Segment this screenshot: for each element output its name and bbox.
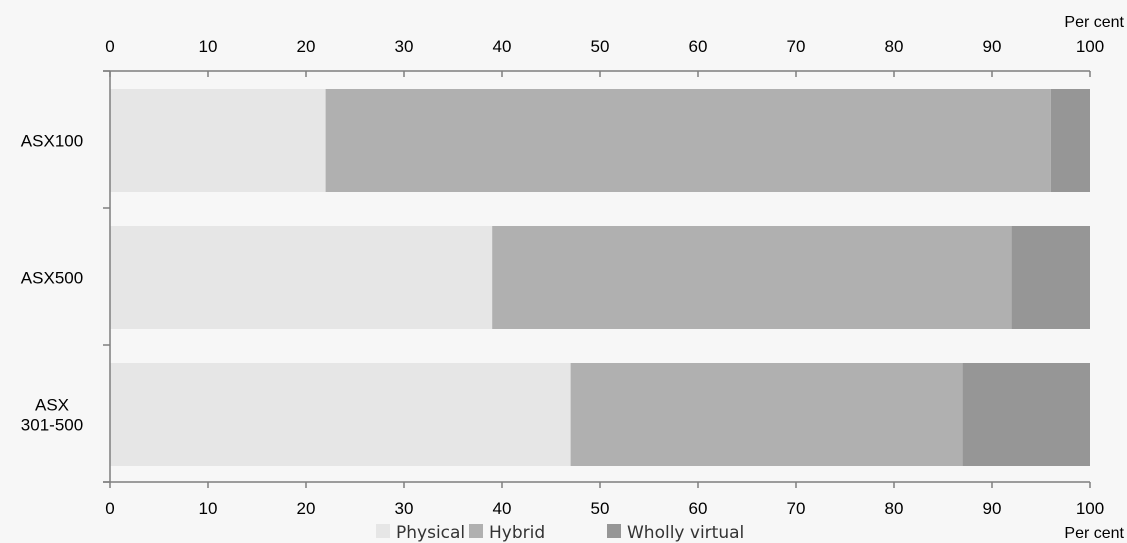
bar-wholly-virtual-1 (1011, 226, 1090, 329)
category-label: ASX100 (21, 132, 83, 151)
top-x-tick-label: 20 (297, 37, 316, 56)
bottom-x-tick-label: 90 (983, 499, 1002, 518)
category-label: 301-500 (21, 416, 83, 435)
bottom-x-tick-label: 10 (199, 499, 218, 518)
top-x-tick-label: 50 (591, 37, 610, 56)
bottom-x-tick-label: 0 (105, 499, 114, 518)
top-unit-label: Per cent (1064, 14, 1124, 31)
legend-label-physical: Physical (396, 523, 465, 543)
bar-hybrid-2 (570, 363, 963, 466)
bar-hybrid-0 (325, 89, 1051, 192)
bottom-x-tick-label: 50 (591, 499, 610, 518)
bottom-x-tick-label: 80 (885, 499, 904, 518)
bar-physical-2 (110, 363, 571, 466)
bar-physical-0 (110, 89, 326, 192)
bottom-x-tick-label: 30 (395, 499, 414, 518)
top-x-tick-label: 40 (493, 37, 512, 56)
top-x-tick-label: 30 (395, 37, 414, 56)
bars-group (110, 89, 1090, 466)
bottom-x-tick-label: 40 (493, 499, 512, 518)
bottom-x-tick-label: 100 (1076, 499, 1104, 518)
top-x-tick-label: 70 (787, 37, 806, 56)
bar-physical-1 (110, 226, 493, 329)
bar-hybrid-1 (492, 226, 1012, 329)
top-x-tick-label: 90 (983, 37, 1002, 56)
top-x-tick-label: 80 (885, 37, 904, 56)
legend-swatch-wholly-virtual (607, 524, 621, 538)
bottom-x-tick-label: 20 (297, 499, 316, 518)
top-x-tick-label: 10 (199, 37, 218, 56)
legend-label-hybrid: Hybrid (489, 523, 545, 543)
legend-swatch-physical (376, 524, 390, 538)
bottom-x-tick-label: 60 (689, 499, 708, 518)
bar-wholly-virtual-2 (962, 363, 1090, 466)
legend-swatch-hybrid (469, 524, 483, 538)
bottom-x-tick-label: 70 (787, 499, 806, 518)
legend: Physical Hybrid Wholly virtual (376, 523, 744, 543)
legend-label-wholly-virtual: Wholly virtual (627, 523, 744, 543)
top-x-tick-label: 100 (1076, 37, 1104, 56)
bar-wholly-virtual-0 (1050, 89, 1090, 192)
top-x-tick-label: 60 (689, 37, 708, 56)
category-label: ASX500 (21, 269, 83, 288)
top-x-tick-label: 0 (105, 37, 114, 56)
category-label: ASX (35, 396, 69, 415)
bottom-unit-label: Per cent (1064, 525, 1124, 542)
